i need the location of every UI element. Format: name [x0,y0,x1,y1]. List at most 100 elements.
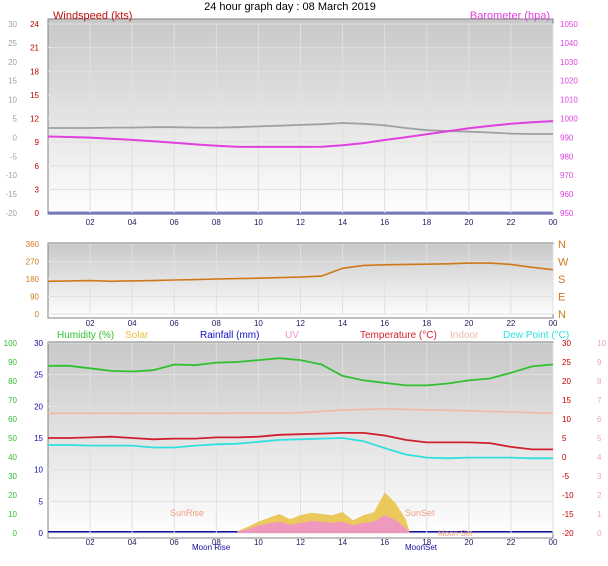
rain-tick: 0 [39,529,44,538]
temp-tick: 30 [562,339,571,348]
x-tick-label: 14 [338,218,347,227]
direction-tick: 360 [26,240,40,249]
uv-tick: 6 [597,415,602,424]
legend-item: Solar [125,330,149,341]
x-tick-label: 02 [86,218,95,227]
wind-scale-tick: 5 [13,115,18,124]
humidity-tick: 40 [8,453,17,462]
humidity-tick: 20 [8,491,17,500]
temp-tick: -15 [562,510,574,519]
humidity-line [48,357,554,387]
x-tick-label: 12 [296,538,305,547]
legend-item: Indoor [450,330,479,341]
x-tick-label: 22 [506,218,515,227]
x-tick-label: 04 [128,538,137,547]
wind-kts-tick: 24 [30,20,39,29]
indoor-line [48,408,554,415]
x-tick-label: 16 [380,218,389,227]
wind-direction-line [47,262,554,283]
humidity-tick: 30 [8,472,17,481]
wind-scale-tick: -20 [5,209,17,218]
dewpoint-line [48,437,553,460]
temp-tick: 25 [562,358,571,367]
rain-tick: 30 [34,339,43,348]
baro-tick: 990 [560,133,574,142]
temp-tick: 10 [562,415,571,424]
wind-scale-tick: 30 [8,20,17,29]
x-tick-label: 06 [170,218,179,227]
wind-scale-tick: -10 [5,171,17,180]
uv-tick: 2 [597,491,602,500]
wind-scale-tick: 20 [8,58,17,67]
x-tick-label: 08 [212,538,221,547]
uv-area [237,515,410,533]
x-tick-label: 06 [170,538,179,547]
rain-tick: 15 [34,434,43,443]
baro-tick: 950 [560,209,574,218]
temp-tick: 0 [562,453,567,462]
wind-scale-tick: -5 [10,152,18,161]
temp-tick: -10 [562,491,574,500]
x-tick-label: 08 [212,319,221,328]
x-tick-label: 10 [254,319,263,328]
baro-tick: 1000 [560,115,578,124]
humidity-tick: 60 [8,415,17,424]
baro-tick: 1030 [560,58,578,67]
legend-item: UV [285,330,299,341]
rain-tick: 25 [34,371,43,380]
x-tick-label: 00 [549,538,558,547]
wind-scale-tick: 25 [8,39,17,48]
wind-scale-tick: 0 [13,133,18,142]
uv-tick: 0 [597,529,602,538]
winddir-panel: 02 04 06 08 10 12 14 16 18 20 22 00360270180900NWSE… [26,239,569,328]
x-tick-label: 20 [464,538,473,547]
wind-kts-tick: 12 [30,115,39,124]
sunrise-label: SunRise [170,508,204,518]
windspeed-axis-label: Windspeed (kts) [53,10,132,22]
x-tick-label: 14 [338,319,347,328]
moonrise-label: Moon Rise [192,543,231,552]
x-tick-label: 16 [380,319,389,328]
temp-tick: -5 [562,472,570,481]
x-tick-label: 22 [506,538,515,547]
x-tick-label: 10 [254,218,263,227]
direction-tick: 90 [30,293,39,302]
x-tick-label: 22 [506,319,515,328]
temp-tick: 15 [562,396,571,405]
x-tick-label: 12 [296,319,305,328]
legend-item: Humidity (%) [57,330,114,341]
humidity-tick: 90 [8,358,17,367]
x-tick-label: 18 [422,319,431,328]
humidity-tick: 0 [13,529,18,538]
humidity-tick: 100 [4,339,18,348]
baro-tick: 1050 [560,20,578,29]
barometer-line [47,120,554,148]
x-tick-label: 08 [212,218,221,227]
barometer-axis-label: Barometer (hpa) [470,10,550,22]
baro-tick: 980 [560,152,574,161]
x-tick-label: 00 [549,319,558,328]
temp-tick: -20 [562,529,574,538]
uv-tick: 10 [597,339,606,348]
rain-tick: 10 [34,466,43,475]
humidity-tick: 70 [8,396,17,405]
temp-tick: 20 [562,377,571,386]
temp-humidity-panel: Humidity (%) Solar Rainfall (mm) UV Temperat… [4,330,607,552]
legend-item: Rainfall (mm) [200,330,259,341]
x-tick-label: 04 [128,218,137,227]
wind-scale-tick: -15 [5,190,17,199]
temperature-line [48,431,553,451]
x-tick-label: 18 [422,538,431,547]
baro-tick: 970 [560,171,574,180]
baro-tick: 1020 [560,77,578,86]
x-tick-label: 06 [170,319,179,328]
legend-item: Temperature (°C) [360,330,437,341]
uv-tick: 5 [597,434,602,443]
x-tick-label: 14 [338,538,347,547]
direction-tick: 270 [26,258,40,267]
uv-tick: 1 [597,510,602,519]
x-tick-label: 12 [296,218,305,227]
chart-title: 24 hour graph day : 08 March 2019 [204,1,376,13]
